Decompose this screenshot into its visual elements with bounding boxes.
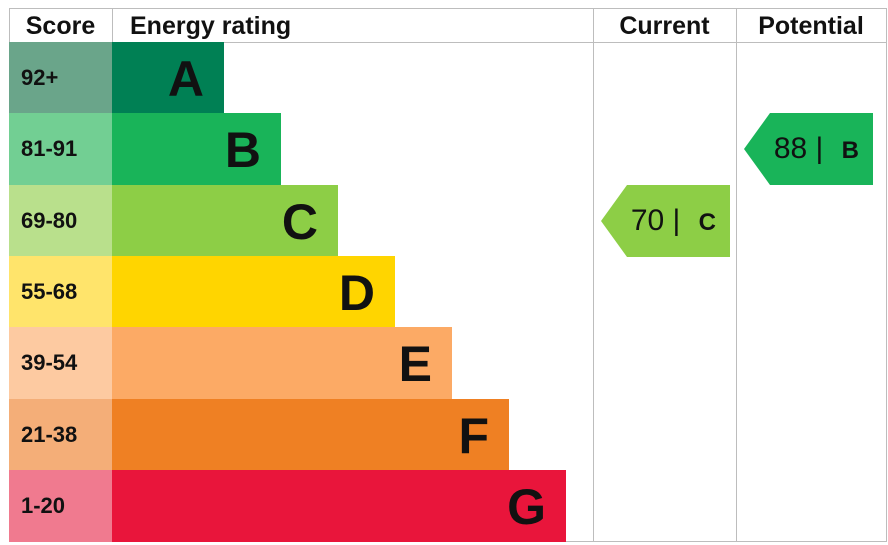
border-right [886, 8, 887, 542]
divider-current [593, 8, 594, 542]
rating-bar-c: C [112, 184, 338, 257]
score-f: 21-38 [9, 398, 112, 471]
potential-value: 88 [773, 132, 808, 166]
potential-letter: B [841, 137, 859, 165]
rating-bar-a: A [112, 42, 224, 114]
score-c: 69-80 [9, 184, 112, 257]
score-e: 39-54 [9, 327, 112, 399]
rating-bar-g: G [112, 469, 566, 542]
divider-score [112, 8, 113, 42]
current-rating-arrow: 70 | C [601, 184, 730, 257]
border-top [9, 8, 886, 9]
rating-bar-f: F [112, 398, 509, 471]
header-score: Score [25, 12, 96, 40]
score-a: 92+ [9, 42, 112, 114]
header-current: Current [619, 12, 710, 40]
score-d: 55-68 [9, 255, 112, 328]
potential-rating-arrow: 88 | B [744, 113, 873, 186]
header-divider [9, 42, 886, 43]
rating-bar-e: E [112, 327, 452, 399]
header-potential: Potential [758, 12, 864, 40]
score-b: 81-91 [9, 113, 112, 186]
rating-bar-b: B [112, 113, 281, 186]
header-energy-rating: Energy rating [130, 12, 292, 40]
current-letter: C [698, 208, 716, 236]
current-value: 70 [630, 203, 665, 237]
score-g: 1-20 [9, 469, 112, 542]
rating-bar-d: D [112, 255, 395, 328]
divider-potential [736, 8, 737, 542]
